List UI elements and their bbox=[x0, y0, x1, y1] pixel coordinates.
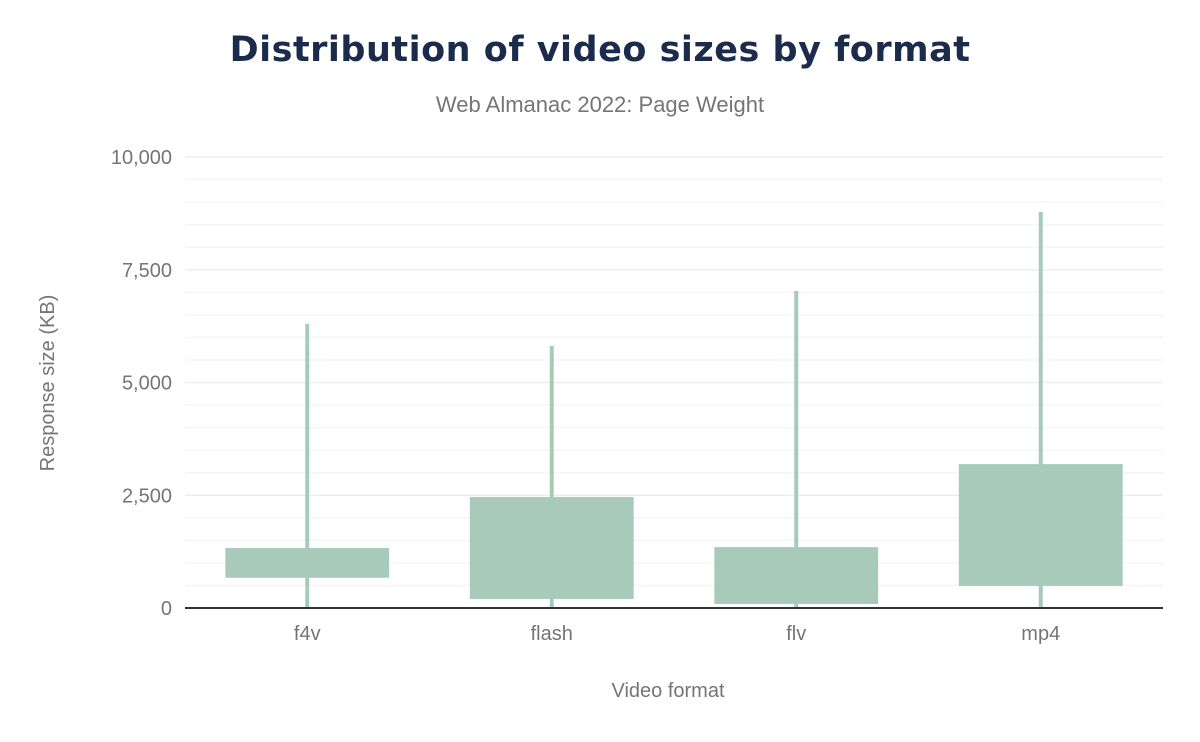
y-tick-label: 10,000 bbox=[111, 147, 172, 169]
x-tick-label: mp4 bbox=[1021, 623, 1060, 645]
box-f4v bbox=[225, 323, 390, 608]
x-tick-label: f4v bbox=[294, 623, 321, 645]
x-tick-label: flv bbox=[786, 623, 806, 645]
box-mp4 bbox=[958, 212, 1123, 608]
box-flash bbox=[469, 345, 634, 608]
y-axis-label: Response size (KB) bbox=[37, 295, 59, 472]
box bbox=[469, 497, 634, 599]
box-flv bbox=[714, 290, 879, 608]
chart-subtitle: Web Almanac 2022: Page Weight bbox=[435, 92, 765, 117]
box bbox=[714, 547, 879, 604]
box bbox=[958, 464, 1123, 586]
box bbox=[225, 548, 390, 578]
chart-title: Distribution of video sizes by format bbox=[229, 30, 971, 70]
y-tick-label: 5,000 bbox=[122, 373, 172, 395]
y-tick-label: 0 bbox=[161, 598, 172, 620]
y-tick-label: 2,500 bbox=[122, 485, 172, 507]
y-tick-label: 7,500 bbox=[122, 260, 172, 282]
x-axis-label: Video format bbox=[611, 680, 724, 702]
x-tick-label: flash bbox=[531, 623, 573, 645]
